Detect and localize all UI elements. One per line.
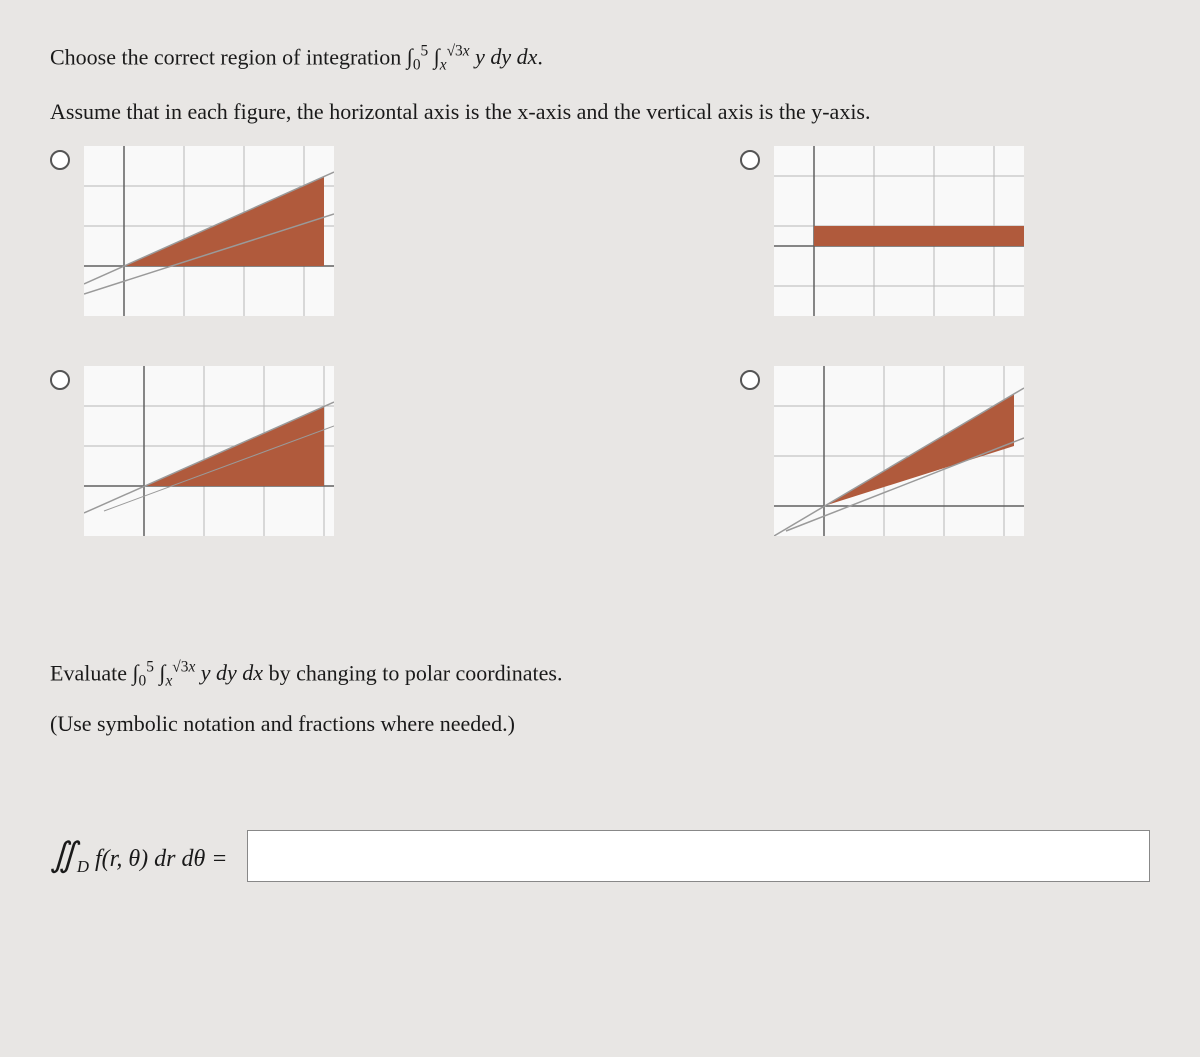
answer-label: ∬D f(r, θ) dr dθ = xyxy=(50,830,227,881)
figure-c xyxy=(84,366,334,536)
question-1-prompt: Choose the correct region of integration… xyxy=(50,40,1150,77)
radio-option-c[interactable] xyxy=(50,370,70,390)
figure-b xyxy=(774,146,1024,316)
integral-expression-2: ∫05 ∫x√3x y dy dx xyxy=(132,660,263,685)
option-c xyxy=(50,366,460,536)
option-a xyxy=(50,146,460,316)
answer-input[interactable] xyxy=(247,830,1150,882)
figure-d xyxy=(774,366,1024,536)
option-b xyxy=(740,146,1150,316)
question-2-prompt: Evaluate ∫05 ∫x√3x y dy dx by changing t… xyxy=(50,656,1150,693)
figure-a xyxy=(84,146,334,316)
radio-option-a[interactable] xyxy=(50,150,70,170)
option-d xyxy=(740,366,1150,536)
radio-option-d[interactable] xyxy=(740,370,760,390)
hint-text: (Use symbolic notation and fractions whe… xyxy=(50,707,1150,740)
radio-option-b[interactable] xyxy=(740,150,760,170)
integral-expression-1: ∫05 ∫x√3x y dy dx xyxy=(407,44,538,69)
answer-row: ∬D f(r, θ) dr dθ = xyxy=(50,830,1150,882)
question-1-subtext: Assume that in each figure, the horizont… xyxy=(50,95,1150,128)
figure-options xyxy=(50,146,1150,536)
